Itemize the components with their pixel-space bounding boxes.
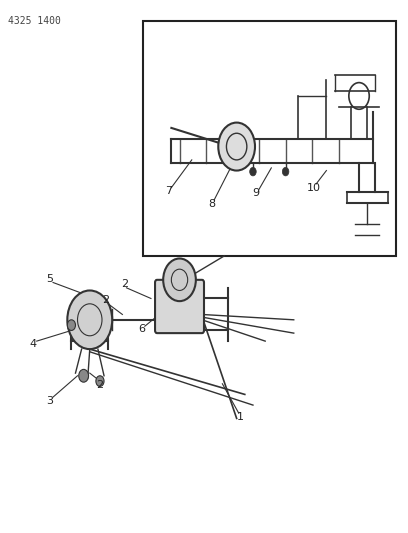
Circle shape <box>282 167 289 176</box>
Text: 4325 1400: 4325 1400 <box>8 16 61 26</box>
Circle shape <box>163 259 196 301</box>
Circle shape <box>67 290 112 349</box>
Circle shape <box>79 369 89 382</box>
Circle shape <box>218 123 255 171</box>
Circle shape <box>250 167 256 176</box>
Text: 6: 6 <box>138 325 146 334</box>
FancyBboxPatch shape <box>155 280 204 333</box>
Text: 7: 7 <box>165 187 172 196</box>
Text: 9: 9 <box>253 188 260 198</box>
Bar <box>143 21 396 256</box>
Text: 1: 1 <box>237 412 244 422</box>
Text: 2: 2 <box>121 279 128 288</box>
Text: 4: 4 <box>30 339 37 349</box>
Text: 8: 8 <box>208 199 215 208</box>
Text: 5: 5 <box>46 274 53 284</box>
Text: 10: 10 <box>306 183 320 192</box>
Circle shape <box>67 320 75 330</box>
Circle shape <box>96 376 104 386</box>
Text: 3: 3 <box>46 396 53 406</box>
Text: 2: 2 <box>96 380 104 390</box>
Text: 2: 2 <box>102 295 110 305</box>
